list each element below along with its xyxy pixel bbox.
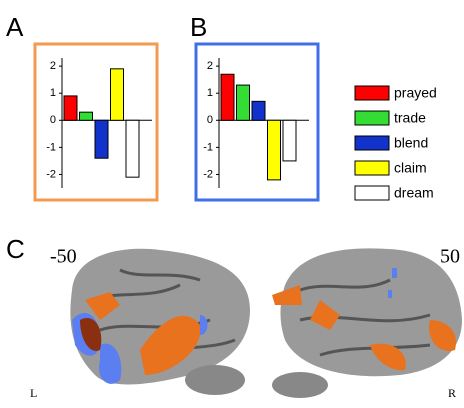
y-tick-label: 1 bbox=[207, 87, 213, 99]
panel-frame bbox=[196, 44, 318, 200]
bar: dream bbox=[283, 120, 296, 161]
y-tick-label: -1 bbox=[203, 141, 213, 153]
bar: claim bbox=[268, 120, 281, 180]
figure: A B C -50 50 L R 210-1-2prayedtradeblend… bbox=[0, 0, 464, 408]
panel-label: A bbox=[6, 12, 24, 42]
legend-swatch bbox=[355, 161, 389, 175]
y-tick-label: 0 bbox=[207, 114, 213, 126]
slice-coordinate: -50 bbox=[50, 246, 77, 268]
legend-swatch bbox=[355, 186, 389, 200]
legend-label: blend bbox=[394, 135, 428, 151]
brain-shape bbox=[280, 248, 462, 376]
y-tick-label: -1 bbox=[46, 141, 56, 153]
slice-coordinate: 50 bbox=[440, 246, 460, 268]
legend-swatch bbox=[355, 111, 389, 125]
y-tick-label: -2 bbox=[46, 168, 56, 180]
bar: blend bbox=[95, 120, 108, 158]
bar: prayed bbox=[221, 74, 234, 120]
y-tick-label: 2 bbox=[207, 60, 213, 72]
bar: trade bbox=[237, 85, 250, 120]
legend-label: trade bbox=[394, 110, 426, 126]
panel-label: B bbox=[190, 12, 207, 42]
legend-label: claim bbox=[394, 160, 427, 176]
panel-label: C bbox=[6, 234, 25, 264]
bar: trade bbox=[80, 112, 93, 120]
hemisphere-label: L bbox=[30, 386, 37, 400]
legend-swatch bbox=[355, 86, 389, 100]
y-tick-label: 0 bbox=[50, 114, 56, 126]
bar: blend bbox=[252, 101, 265, 120]
legend-label: dream bbox=[394, 185, 434, 201]
y-tick-label: 2 bbox=[50, 60, 56, 72]
y-tick-label: 1 bbox=[50, 87, 56, 99]
legend-swatch bbox=[355, 136, 389, 150]
y-tick-label: -2 bbox=[203, 168, 213, 180]
brain-right bbox=[272, 248, 462, 398]
bar: dream bbox=[126, 120, 139, 177]
cerebellum bbox=[272, 372, 328, 398]
brain-left bbox=[70, 249, 250, 395]
bar: prayed bbox=[64, 96, 77, 120]
hemisphere-label: R bbox=[448, 386, 456, 400]
bar: claim bbox=[111, 69, 124, 120]
cerebellum bbox=[185, 365, 245, 395]
legend-label: prayed bbox=[394, 85, 437, 101]
